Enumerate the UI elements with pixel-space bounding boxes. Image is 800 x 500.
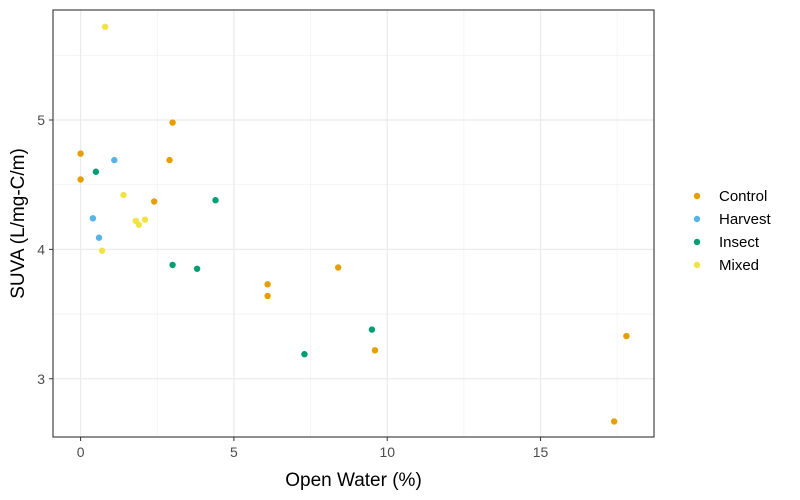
- y-tick-label: 5: [37, 112, 45, 128]
- data-point-control: [166, 156, 173, 164]
- x-axis: 0 5 10 15: [77, 437, 549, 460]
- legend-key-insect: [693, 238, 701, 246]
- x-tick-label: 5: [230, 444, 238, 460]
- minor-gridlines: [53, 10, 654, 437]
- data-point-mixed: [120, 191, 127, 199]
- x-tick-label: 15: [533, 444, 549, 460]
- plot-panel-border: [52, 9, 655, 438]
- data-point-control: [77, 176, 84, 183]
- legend-key-control: [693, 192, 701, 200]
- data-point-control: [371, 347, 379, 354]
- data-point-insect: [368, 326, 376, 333]
- legend-key-mixed: [693, 261, 701, 269]
- legend-key-harvest: [693, 215, 701, 223]
- data-point-control: [169, 119, 176, 126]
- x-axis-title: Open Water (%): [285, 470, 422, 491]
- data-point-insect: [92, 168, 100, 175]
- legend-label-harvest: Harvest: [719, 211, 772, 228]
- major-gridlines: [53, 10, 654, 437]
- data-point-control: [623, 332, 630, 340]
- data-point-mixed: [141, 216, 149, 223]
- data-point-insect: [193, 265, 201, 272]
- data-point-control: [264, 292, 271, 300]
- y-tick-label: 4: [37, 241, 45, 257]
- plot-panel: [53, 10, 654, 437]
- data-point-control: [150, 198, 158, 205]
- data-point-insect: [212, 197, 219, 204]
- data-points: [77, 23, 630, 425]
- y-axis: 3 4 5: [37, 112, 53, 387]
- data-point-mixed: [101, 23, 109, 31]
- legend: Control Harvest Insect Mixed: [693, 188, 772, 274]
- x-tick-label: 0: [77, 444, 85, 460]
- data-point-control: [334, 264, 342, 271]
- data-point-harvest: [89, 215, 97, 222]
- data-point-control: [264, 281, 271, 288]
- legend-label-insect: Insect: [719, 234, 760, 251]
- data-point-mixed: [135, 221, 143, 228]
- data-point-insect: [301, 350, 308, 358]
- x-tick-label: 10: [379, 444, 395, 460]
- data-point-control: [610, 418, 618, 425]
- data-point-insect: [169, 261, 176, 269]
- legend-label-mixed: Mixed: [719, 257, 759, 274]
- data-point-harvest: [111, 156, 118, 164]
- legend-label-control: Control: [719, 188, 767, 205]
- y-axis-title: SUVA (L/mg-C/m): [8, 148, 29, 299]
- data-point-mixed: [98, 247, 106, 254]
- y-tick-label: 3: [37, 371, 45, 387]
- data-point-harvest: [95, 234, 103, 241]
- data-point-control: [77, 150, 84, 157]
